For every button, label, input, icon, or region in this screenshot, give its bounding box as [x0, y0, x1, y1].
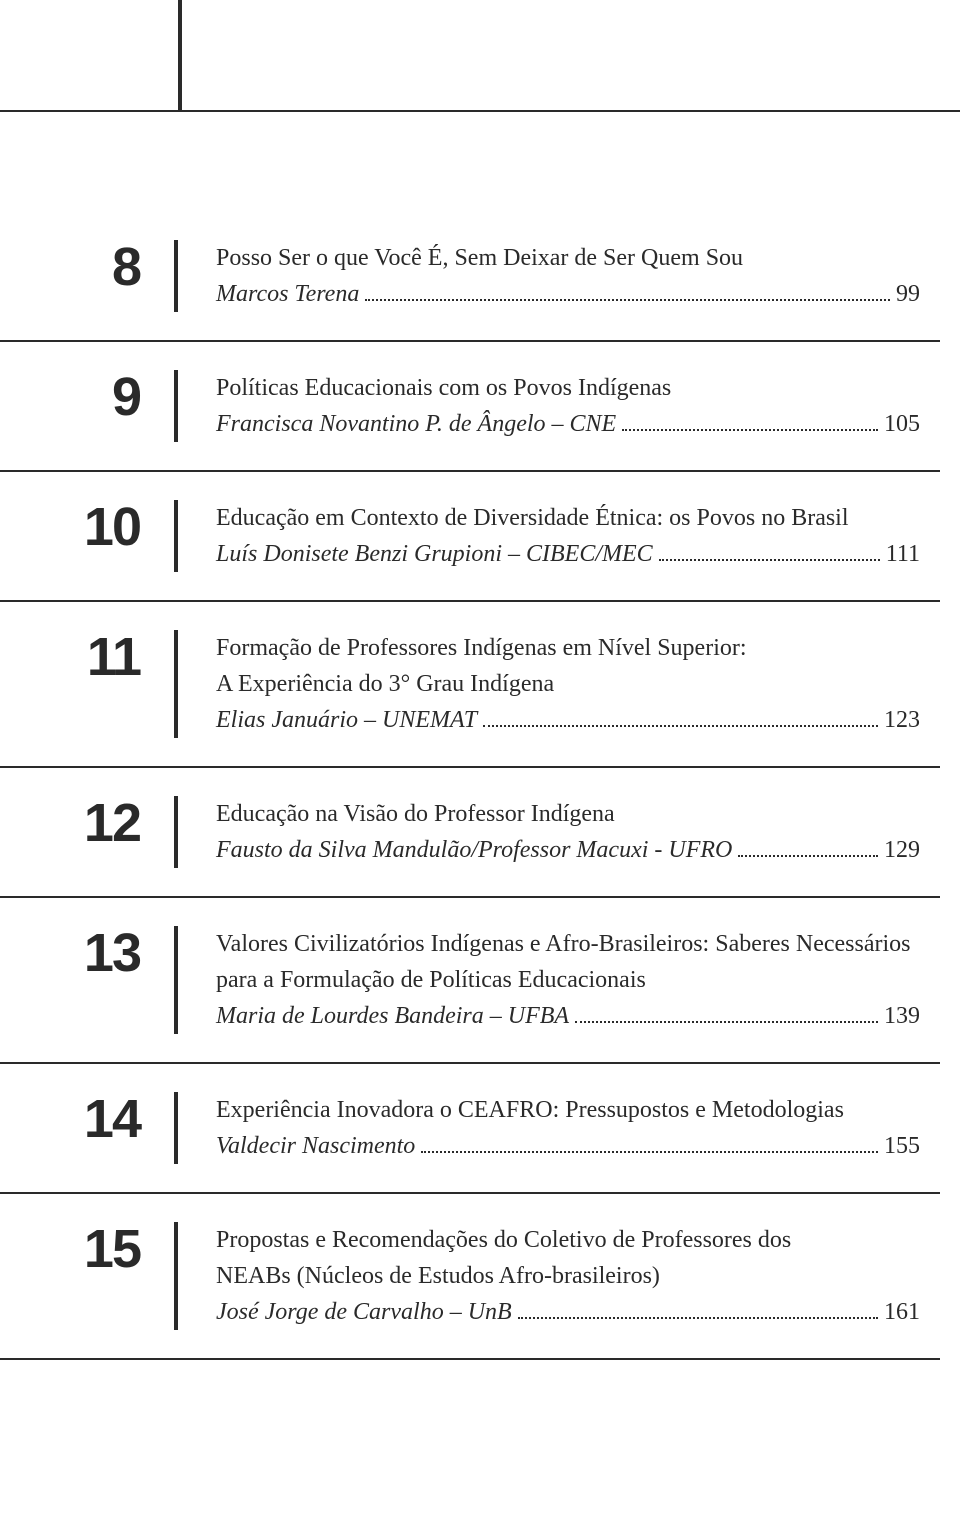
chapter-number-cell: 11	[0, 630, 178, 738]
chapter-number-cell: 8	[0, 240, 178, 312]
toc-author: Valdecir Nascimento	[216, 1128, 415, 1164]
toc-title: Experiência Inovadora o CEAFRO: Pressupo…	[216, 1092, 920, 1128]
toc-title: Valores Civilizatórios Indígenas e Afro-…	[216, 926, 920, 998]
leader-dots	[659, 539, 880, 561]
toc-text: Educação em Contexto de Diversidade Étni…	[178, 500, 940, 572]
toc-page-number: 129	[884, 832, 920, 868]
toc-text: Formação de Professores Indígenas em Nív…	[178, 630, 940, 738]
chapter-number-cell: 9	[0, 370, 178, 442]
toc-text: Propostas e Recomendações do Coletivo de…	[178, 1222, 940, 1330]
toc-author: Elias Januário – UNEMAT	[216, 702, 477, 738]
leader-dots	[421, 1131, 878, 1153]
toc-text: Políticas Educacionais com os Povos Indí…	[178, 370, 940, 442]
toc-page-number: 139	[884, 998, 920, 1034]
leader-dots	[738, 835, 878, 857]
toc-page-number: 155	[884, 1128, 920, 1164]
toc-author-line: Fausto da Silva Mandulão/Professor Macux…	[216, 832, 920, 868]
toc-author-line: Elias Januário – UNEMAT 123	[216, 702, 920, 738]
toc-author: Francisca Novantino P. de Ângelo – CNE	[216, 406, 616, 442]
toc-title: Posso Ser o que Você É, Sem Deixar de Se…	[216, 240, 920, 276]
chapter-number: 14	[84, 1092, 140, 1146]
toc-author: Fausto da Silva Mandulão/Professor Macux…	[216, 832, 732, 868]
chapter-number-cell: 10	[0, 500, 178, 572]
toc-entry: 14 Experiência Inovadora o CEAFRO: Press…	[0, 1064, 940, 1194]
chapter-number: 10	[84, 500, 140, 554]
toc-page-number: 105	[884, 406, 920, 442]
toc-author-line: Maria de Lourdes Bandeira – UFBA 139	[216, 998, 920, 1034]
chapter-number-cell: 13	[0, 926, 178, 1034]
leader-dots	[483, 705, 878, 727]
chapter-number: 12	[84, 796, 140, 850]
toc-text: Posso Ser o que Você É, Sem Deixar de Se…	[178, 240, 940, 312]
leader-dots	[518, 1297, 878, 1319]
toc-entry: 15 Propostas e Recomendações do Coletivo…	[0, 1194, 940, 1360]
chapter-number: 13	[84, 926, 140, 980]
chapter-number-cell: 14	[0, 1092, 178, 1164]
toc-page-number: 161	[884, 1294, 920, 1330]
toc-text: Experiência Inovadora o CEAFRO: Pressupo…	[178, 1092, 940, 1164]
chapter-number-cell: 12	[0, 796, 178, 868]
toc-page-number: 99	[896, 276, 920, 312]
table-of-contents: 8 Posso Ser o que Você É, Sem Deixar de …	[0, 240, 940, 1360]
toc-author: Maria de Lourdes Bandeira – UFBA	[216, 998, 569, 1034]
toc-title: Educação em Contexto de Diversidade Étni…	[216, 500, 920, 536]
toc-subtitle: A Experiência do 3° Grau Indígena	[216, 666, 920, 702]
toc-page-number: 123	[884, 702, 920, 738]
leader-dots	[365, 279, 890, 301]
toc-entry: 12 Educação na Visão do Professor Indíge…	[0, 768, 940, 898]
chapter-number: 9	[112, 370, 140, 424]
toc-text: Educação na Visão do Professor Indígena …	[178, 796, 940, 868]
toc-subtitle: NEABs (Núcleos de Estudos Afro-brasileir…	[216, 1258, 920, 1294]
toc-author-line: José Jorge de Carvalho – UnB 161	[216, 1294, 920, 1330]
chapter-number: 11	[87, 630, 140, 684]
chapter-number: 15	[84, 1222, 140, 1276]
toc-author-line: Marcos Terena 99	[216, 276, 920, 312]
page: 8 Posso Ser o que Você É, Sem Deixar de …	[0, 0, 960, 1523]
toc-author: Luís Donisete Benzi Grupioni – CIBEC/MEC	[216, 536, 653, 572]
toc-author-line: Valdecir Nascimento 155	[216, 1128, 920, 1164]
vertical-rule-top	[178, 0, 182, 110]
toc-title: Propostas e Recomendações do Coletivo de…	[216, 1222, 920, 1258]
leader-dots	[575, 1001, 878, 1023]
toc-page-number: 111	[886, 536, 920, 572]
toc-author-line: Francisca Novantino P. de Ângelo – CNE 1…	[216, 406, 920, 442]
leader-dots	[622, 409, 878, 431]
toc-entry: 10 Educação em Contexto de Diversidade É…	[0, 472, 940, 602]
toc-text: Valores Civilizatórios Indígenas e Afro-…	[178, 926, 940, 1034]
toc-entry: 9 Políticas Educacionais com os Povos In…	[0, 342, 940, 472]
toc-entry: 11 Formação de Professores Indígenas em …	[0, 602, 940, 768]
top-horizontal-rule	[0, 110, 960, 112]
toc-entry: 13 Valores Civilizatórios Indígenas e Af…	[0, 898, 940, 1064]
chapter-number-cell: 15	[0, 1222, 178, 1330]
toc-author: José Jorge de Carvalho – UnB	[216, 1294, 512, 1330]
toc-author-line: Luís Donisete Benzi Grupioni – CIBEC/MEC…	[216, 536, 920, 572]
toc-author: Marcos Terena	[216, 276, 359, 312]
toc-entry: 8 Posso Ser o que Você É, Sem Deixar de …	[0, 240, 940, 342]
toc-title: Formação de Professores Indígenas em Nív…	[216, 630, 920, 666]
toc-title: Políticas Educacionais com os Povos Indí…	[216, 370, 920, 406]
chapter-number: 8	[112, 240, 140, 294]
toc-title: Educação na Visão do Professor Indígena	[216, 796, 920, 832]
